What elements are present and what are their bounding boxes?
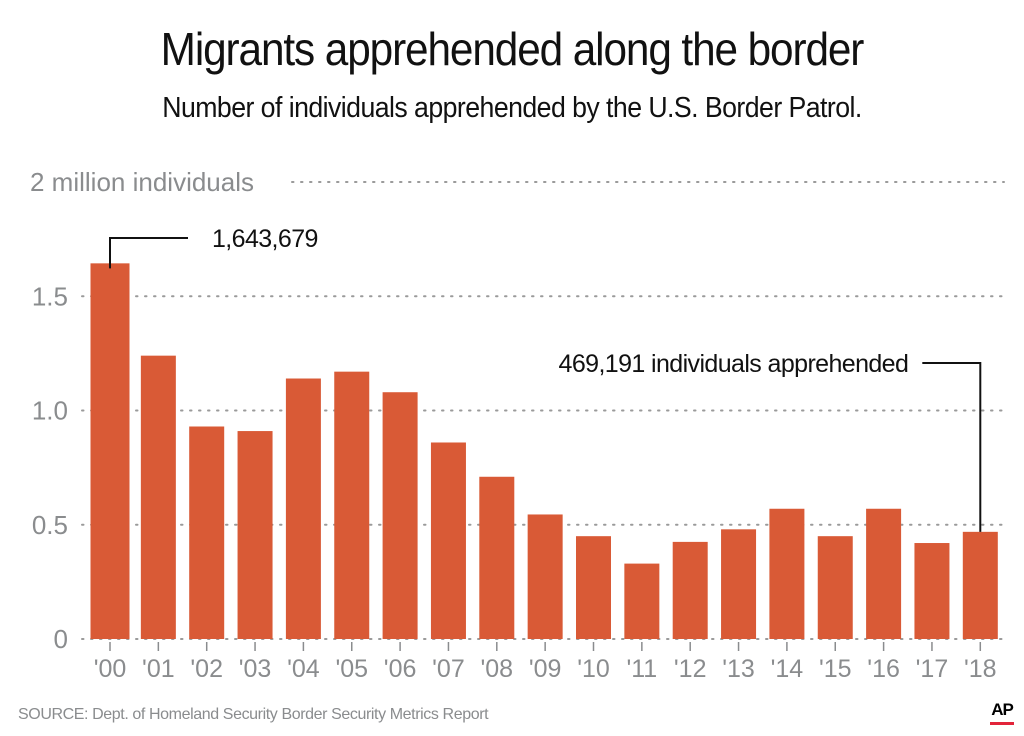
ap-logo-underline [990,722,1014,725]
source-note: SOURCE: Dept. of Homeland Security Borde… [18,706,489,723]
bar-chart: '00 '01 '02 '03 '04 '05 '06 '07 '08 '09 '10 '11 '12 '… [30,167,1005,683]
chart-title: Migrants apprehended along the border [160,23,865,75]
x-tick-label: '03 [239,655,272,683]
bar [624,563,660,639]
bar [479,476,515,639]
x-tick-label: '11 [626,655,657,683]
x-tick-label: '14 [771,655,804,683]
x-tick-label: '13 [722,655,755,683]
x-tick-label: '07 [432,655,465,683]
bar [962,531,998,639]
bar [285,378,321,639]
x-tick-label: '12 [674,655,707,683]
x-tick-label: '05 [335,655,368,683]
x-axis: '00 '01 '02 '03 '04 '05 '06 '07 '08 '09 '10 '11 '12 '… [94,642,997,683]
bar [527,514,563,639]
x-tick-label: '15 [819,655,852,683]
annotations: 1,643,679 469,191 individuals apprehended [109,225,982,532]
annotation-label: 1,643,679 [212,225,318,253]
annotation-leader-line [922,362,982,532]
bar [914,543,950,639]
bars [90,263,998,639]
x-tick-label: '01 [142,655,175,683]
bar [90,263,130,639]
bar [672,541,708,639]
x-tick-label: '17 [916,655,949,683]
ap-logo: AP [987,700,1017,725]
bar [769,508,805,639]
y-tick-label: 1.0 [32,396,68,426]
bar [866,508,902,639]
y-tick-label: 2 million individuals [30,167,254,197]
annotation-leader-line [109,237,188,269]
x-tick-label: '02 [190,655,223,683]
bar [576,536,611,639]
x-tick-label: '06 [384,655,417,683]
chart-subtitle: Number of individuals apprehended by the… [162,92,862,124]
y-axis: 0 0.5 1.0 1.5 2 million individuals [30,167,254,654]
bar [721,529,757,639]
y-tick-label: 1.5 [32,281,68,311]
x-tick-label: '16 [867,655,900,683]
bar [817,536,853,639]
x-tick-label: '18 [964,655,997,683]
bar [334,371,370,639]
x-tick-label: '00 [94,655,127,683]
bar [237,431,273,639]
ap-logo-text: AP [991,700,1014,719]
x-tick-label: '09 [529,655,562,683]
bar [140,355,176,639]
x-tick-label: '10 [577,655,610,683]
bar [189,426,225,639]
annotation-label: 469,191 individuals apprehended [559,350,909,378]
x-tick-label: '08 [481,655,514,683]
bar [382,392,418,639]
y-tick-label: 0 [54,624,68,654]
bar [430,442,466,639]
x-tick-label: '04 [287,655,320,683]
y-tick-label: 0.5 [32,510,68,540]
